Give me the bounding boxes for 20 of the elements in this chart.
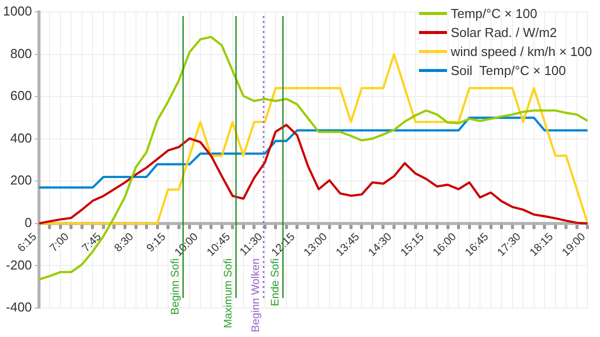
y-tick-label: 400 (10, 130, 32, 146)
y-tick-label: 200 (10, 172, 32, 188)
x-tick-label: 6:15 (16, 230, 40, 255)
legend-label: Temp/°C × 100 (450, 6, 538, 21)
legend-label: Soil Temp/°C × 100 (450, 63, 566, 78)
y-tick-label: -200 (6, 257, 32, 272)
x-tick-label: 7:45 (80, 230, 104, 255)
ref-line-label: Maximum Sofi (222, 258, 235, 328)
ref-line-label: Beginn Sofi (170, 258, 182, 315)
x-tick-label: 7:00 (48, 230, 72, 255)
ref-line-label: Ende Sofi (269, 258, 282, 306)
y-tick-label: 800 (10, 46, 32, 61)
ref-line-label: Beginn Wolken (250, 258, 262, 332)
legend-label: wind speed / km/h × 100 (450, 44, 592, 59)
y-tick-label: 1000 (3, 4, 32, 19)
y-tick-label: 0 (24, 215, 32, 230)
y-tick-label: 600 (10, 88, 32, 104)
legend-label: Solar Rad. / W/m2 (450, 25, 557, 40)
y-tick-label: -400 (6, 300, 32, 315)
x-tick-label: 8:30 (112, 230, 136, 255)
